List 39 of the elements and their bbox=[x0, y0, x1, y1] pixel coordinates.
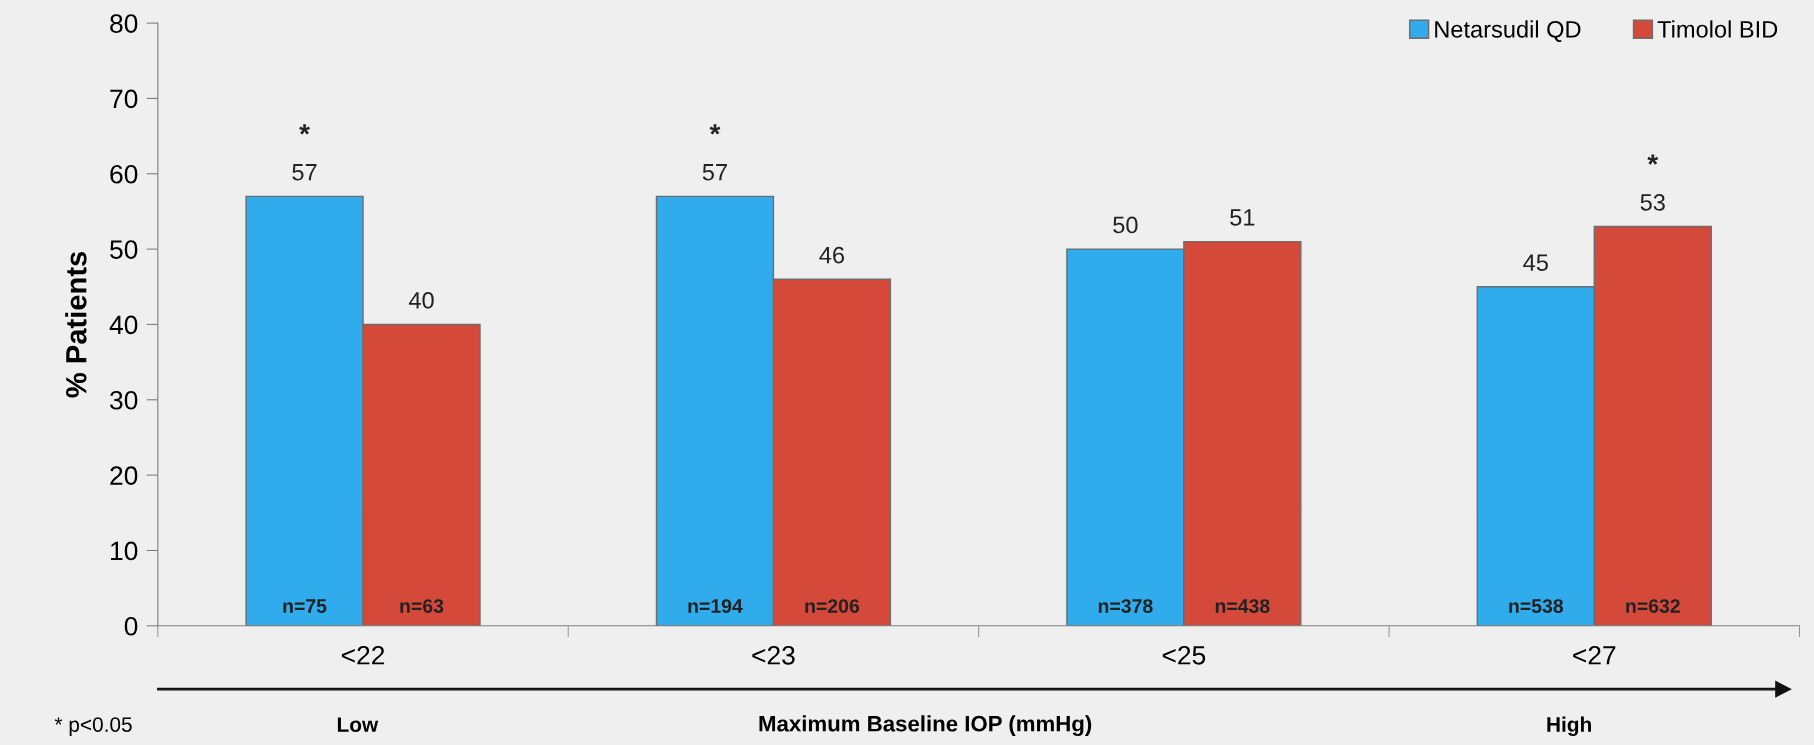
y-tick-label: 70 bbox=[110, 89, 138, 109]
x-axis-title: Maximum Baseline IOP (mmHg) bbox=[759, 715, 1092, 737]
annotation: n=438 bbox=[1215, 599, 1270, 613]
data-label: 51 bbox=[1230, 209, 1255, 226]
annotation: n=538 bbox=[1509, 599, 1564, 613]
legend-label: Timolol BID bbox=[1657, 20, 1778, 38]
annotation: n=75 bbox=[283, 599, 327, 613]
text: High bbox=[1547, 716, 1591, 737]
annotation: n=194 bbox=[688, 599, 743, 613]
text: Low bbox=[337, 717, 379, 732]
data-label: 46 bbox=[819, 246, 845, 264]
data-label: 57 bbox=[292, 164, 317, 181]
y-tick-label: 40 bbox=[109, 315, 138, 335]
y-tick-label: 0 bbox=[124, 616, 138, 636]
data-label: 50 bbox=[1113, 216, 1138, 234]
annotation: * bbox=[1647, 154, 1659, 165]
annotation: * bbox=[709, 124, 721, 135]
y-tick-label: 10 bbox=[111, 541, 138, 561]
data-label: 57 bbox=[702, 164, 727, 181]
legend-label: Netarsudil QD bbox=[1435, 20, 1581, 42]
x-tick-label: <23 bbox=[752, 645, 795, 665]
data-label: 45 bbox=[1523, 254, 1548, 271]
y-tick-label: 60 bbox=[110, 164, 138, 184]
data-label: 40 bbox=[408, 291, 434, 309]
y-tick-label: 80 bbox=[110, 14, 138, 33]
y-axis-title: % Patients bbox=[65, 251, 87, 398]
text: * p<0.05 bbox=[54, 717, 132, 737]
x-tick-label: <27 bbox=[1573, 645, 1616, 665]
annotation: n=378 bbox=[1098, 599, 1153, 613]
data-label: 53 bbox=[1640, 194, 1665, 211]
x-tick-label: <22 bbox=[341, 645, 385, 665]
y-tick-label: 50 bbox=[110, 240, 138, 259]
annotation: * bbox=[299, 124, 310, 135]
x-tick-label: <25 bbox=[1162, 645, 1206, 665]
annotation: n=63 bbox=[400, 599, 444, 613]
y-tick-label: 30 bbox=[110, 390, 138, 410]
annotation: n=632 bbox=[1626, 599, 1680, 613]
y-tick-label: 20 bbox=[110, 466, 138, 485]
annotation: n=206 bbox=[805, 599, 860, 613]
